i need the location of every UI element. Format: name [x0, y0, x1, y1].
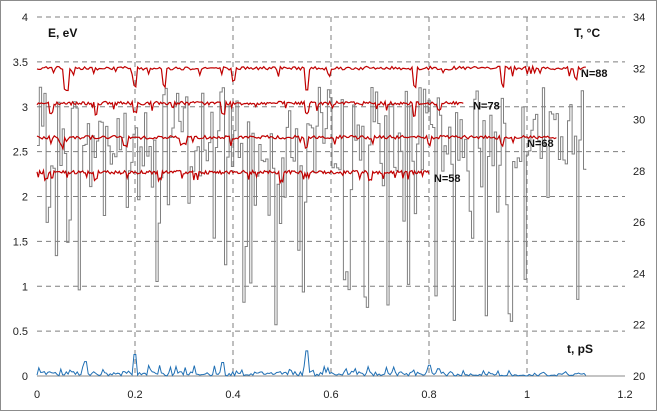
series-label: N=68: [527, 138, 554, 150]
y-left-tick-label: 2: [22, 192, 28, 204]
x-tick-label: 1.2: [617, 389, 632, 401]
tick-layer: 0 0.2 0.4 0.6 0.8 1 1.2 0 0.5 1 1.5 2 2.5 3 3.5 4 20 22 24…: [13, 12, 646, 401]
y-left-tick-label: 4: [22, 12, 28, 24]
y-left-tick-label: 3.5: [13, 57, 28, 69]
y-right-tick-label: 22: [633, 320, 645, 332]
y-left-tick-label: 0: [22, 371, 28, 383]
series-energy-line: [36, 64, 586, 92]
series-temperature-line: [37, 86, 587, 326]
x-tick-label: 1: [524, 389, 530, 401]
series-energy-line: [36, 168, 430, 186]
y-right-tick-label: 28: [633, 166, 645, 178]
y-left-tick-label: 1: [22, 281, 28, 293]
series-energy-line: [36, 134, 557, 151]
y-left-tick-label: 3: [22, 102, 28, 114]
x-tick-label: 0.2: [127, 389, 142, 401]
y-right-tick-label: 26: [633, 217, 645, 229]
series-layer: N=88 N=78 N=68 N=58: [36, 64, 608, 377]
y-right-axis-title: T, °C: [574, 26, 600, 40]
y-left-axis-title: E, eV: [48, 26, 77, 40]
y-right-tick-label: 32: [633, 63, 645, 75]
y-left-tick-label: 1.5: [13, 236, 28, 248]
y-right-tick-label: 34: [633, 12, 645, 24]
y-left-tick-label: 2.5: [13, 147, 28, 159]
x-tick-label: 0.4: [225, 389, 240, 401]
series-energy-line: [36, 99, 464, 117]
series-label: N=58: [434, 173, 461, 185]
y-right-tick-label: 30: [633, 115, 645, 127]
y-right-tick-label: 20: [633, 371, 645, 383]
y-left-tick-label: 0.5: [13, 326, 28, 338]
x-tick-label: 0.6: [323, 389, 338, 401]
x-axis-title: t, pS: [567, 342, 593, 356]
x-tick-label: 0.8: [421, 389, 436, 401]
series-label: N=88: [581, 68, 608, 80]
x-tick-label: 0: [34, 389, 40, 401]
y-right-tick-label: 24: [633, 268, 645, 280]
series-label: N=78: [473, 100, 500, 112]
series-time-line: [36, 350, 587, 377]
